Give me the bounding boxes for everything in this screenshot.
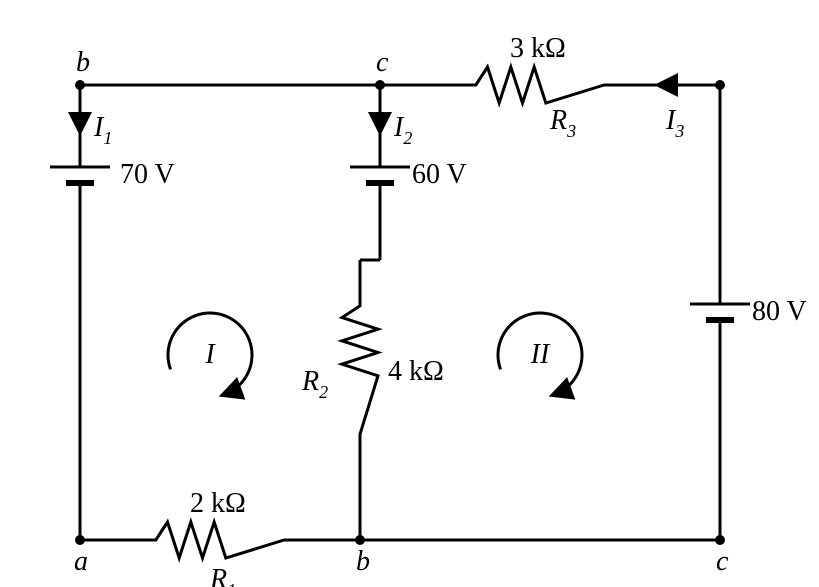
resistor-r3 — [470, 67, 610, 103]
svg-text:I1: I1 — [93, 112, 112, 148]
resistor-r2 — [342, 300, 378, 440]
svg-text:b: b — [76, 47, 90, 78]
svg-text:I3: I3 — [665, 105, 684, 141]
svg-text:II: II — [530, 339, 551, 370]
label-group: b c a b c 70 V 60 V 80 V R1 2 kΩ R2 4 kΩ R3 3 kΩ I1 I2 I… — [74, 33, 807, 587]
svg-text:80 V: 80 V — [752, 296, 807, 327]
svg-text:R3: R3 — [549, 105, 576, 141]
resistor-r1 — [150, 522, 290, 558]
svg-text:c: c — [716, 546, 729, 577]
svg-text:b: b — [356, 546, 370, 577]
svg-text:I: I — [204, 339, 216, 370]
svg-text:60 V: 60 V — [412, 159, 467, 190]
svg-text:R1: R1 — [209, 564, 236, 587]
svg-text:a: a — [74, 546, 88, 577]
node-dot-group — [75, 80, 725, 545]
svg-text:70 V: 70 V — [120, 159, 175, 190]
svg-text:3 kΩ: 3 kΩ — [510, 33, 566, 64]
svg-text:4 kΩ: 4 kΩ — [388, 356, 444, 387]
svg-text:2 kΩ: 2 kΩ — [190, 488, 246, 519]
svg-text:c: c — [376, 47, 389, 78]
svg-text:I2: I2 — [393, 112, 412, 148]
svg-text:R2: R2 — [301, 366, 328, 402]
wire-group — [80, 85, 720, 540]
